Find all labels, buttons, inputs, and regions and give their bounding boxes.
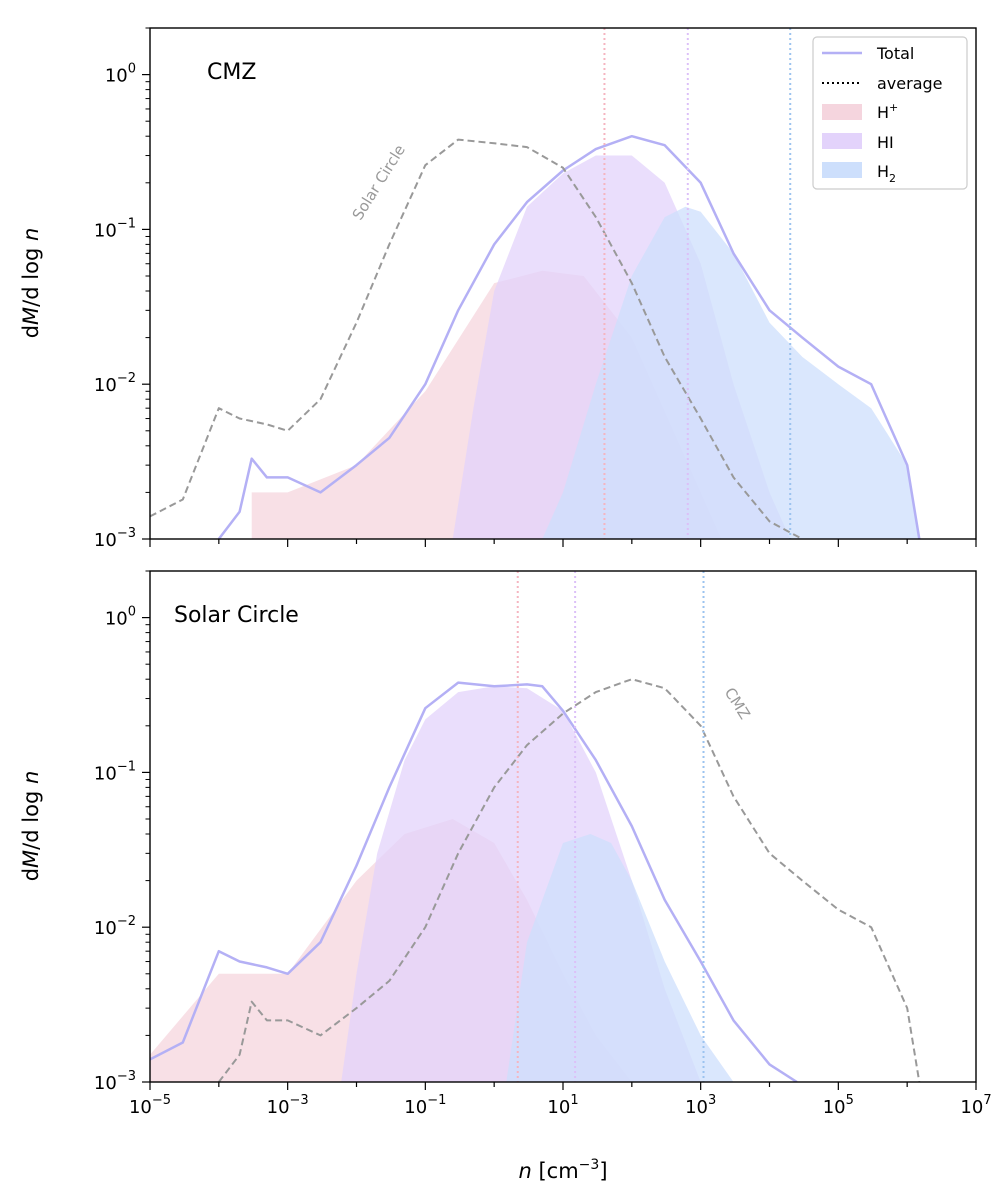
legend-hi-label: HI <box>877 133 894 152</box>
cmz-y-tick-label: 10−2 <box>94 371 136 396</box>
legend-hplus-label: H+ <box>877 101 898 122</box>
legend-hplus-swatch <box>822 104 862 120</box>
solar-panel-label: Solar Circle <box>174 603 299 628</box>
cmz-ticks: 100 10−1 10−2 10−3 <box>94 27 977 551</box>
x-axis-label: n [cm−3] <box>518 1157 607 1183</box>
solar-y-axis-label: dM/d log n <box>19 771 43 882</box>
cmz-h2-area <box>542 206 920 539</box>
legend-total-label: Total <box>876 44 914 63</box>
legend-average-label: average <box>877 74 943 93</box>
legend-box <box>812 36 968 190</box>
panel-solar-circle: 10−5 10−3 10−1 101 103 105 10710010−110−210−3 … <box>94 570 992 1118</box>
solar-total-line <box>150 681 798 1082</box>
solar-comparison-label: CMZ <box>721 684 754 722</box>
solar-h2-area <box>506 834 734 1082</box>
x-tick-label: 10−1 <box>404 1093 446 1118</box>
solar-comparison-line <box>218 678 921 1082</box>
panel-cmz: 100 10−1 10−2 10−3 CMZ Solar Circle Total a… <box>94 27 977 551</box>
x-tick-label: 107 <box>960 1093 991 1118</box>
x-tick-label: 10−3 <box>267 1093 309 1118</box>
legend-h2-label: H2 <box>877 162 896 185</box>
solar-y-tick-label: 10−3 <box>94 1069 136 1094</box>
cmz-y-tick-label: 10−3 <box>94 526 136 551</box>
solar-y-tick-label: 10−1 <box>94 759 136 784</box>
x-tick-label: 101 <box>547 1093 578 1118</box>
cmz-y-tick-label: 100 <box>105 62 136 87</box>
cmz-y-axis-label: dM/d log n <box>19 228 43 339</box>
solar-plot-area <box>150 571 921 1082</box>
cmz-panel-label: CMZ <box>207 60 256 85</box>
cmz-y-tick-label: 10−1 <box>94 216 136 241</box>
legend-hi-swatch <box>822 133 862 149</box>
cmz-plot-area <box>150 28 921 539</box>
cmz-total-line <box>217 134 921 539</box>
legend-h2-swatch <box>822 162 862 178</box>
legend: Total average H+ HI H2 <box>812 36 968 190</box>
x-tick-label: 103 <box>685 1093 716 1118</box>
cmz-comparison-label: Solar Circle <box>349 141 409 223</box>
solar-y-tick-label: 100 <box>105 605 136 630</box>
x-tick-label: 10−5 <box>129 1093 171 1118</box>
cmz-comparison-line <box>150 138 803 539</box>
x-tick-label: 105 <box>823 1093 854 1118</box>
solar-y-tick-label: 10−2 <box>94 914 136 939</box>
